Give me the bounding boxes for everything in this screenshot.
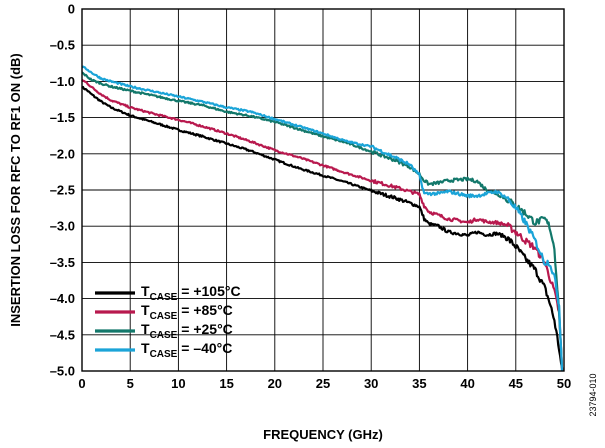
x-tick-label: 20 — [268, 376, 282, 391]
grid — [82, 9, 564, 371]
x-tick-label: 30 — [364, 376, 378, 391]
series-layer — [81, 65, 564, 372]
legend-entry: TCASE = +25°C — [95, 321, 233, 341]
legend-label: TCASE = +85°C — [141, 302, 233, 322]
x-tick-label: 10 — [171, 376, 185, 391]
figure-id: 23794-010 — [588, 373, 598, 416]
legend-entry: TCASE = –40°C — [95, 340, 232, 360]
y-tick-label: –2.5 — [50, 183, 75, 198]
y-tick-label: –1.0 — [50, 74, 75, 89]
x-tick-label: 0 — [78, 376, 85, 391]
x-tick-label: 35 — [412, 376, 426, 391]
y-tick-labels: 0 –0.5 –1.0 –1.5 –2.0 –2.5 –3.0 –3.5 –4.0 –4.5 –5.… — [50, 2, 75, 379]
y-tick-label: –1.5 — [50, 110, 75, 125]
series-line-tcase-plus85-c — [81, 79, 564, 372]
legend-label: TCASE = –40°C — [141, 340, 232, 360]
x-axis-label: FREQUENCY (GHz) — [263, 427, 383, 442]
legend-entry: TCASE = +85°C — [95, 302, 233, 322]
legend-label: TCASE = +105°C — [141, 283, 241, 303]
y-tick-label: –3.0 — [50, 219, 75, 234]
x-tick-label: 45 — [509, 376, 523, 391]
x-tick-label: 15 — [219, 376, 233, 391]
x-tick-label: 40 — [460, 376, 474, 391]
plot-frame — [81, 8, 565, 372]
y-tick-label: –0.5 — [50, 38, 75, 53]
x-tick-label: 5 — [127, 376, 134, 391]
series-line-tcase-plus25-c — [81, 71, 564, 372]
y-tick-label: –4.0 — [50, 291, 75, 306]
x-tick-label: 25 — [316, 376, 330, 391]
y-tick-label: –4.5 — [50, 327, 75, 342]
y-tick-label: –3.5 — [50, 255, 75, 270]
y-tick-label: –2.0 — [50, 146, 75, 161]
y-tick-label: –5.0 — [50, 364, 75, 379]
x-tick-label: 50 — [557, 376, 571, 391]
series-line-tcase-plus105-c — [81, 85, 564, 371]
y-tick-label: 0 — [68, 2, 75, 17]
legend-entry: TCASE = +105°C — [95, 283, 241, 303]
legend-label: TCASE = +25°C — [141, 321, 233, 341]
series-line-tcase-minus40-c — [81, 65, 564, 372]
y-axis-label: INSERTION LOSS FOR RFC TO RF1 ON (dB) — [8, 53, 23, 326]
x-tick-labels: 0 5 10 15 20 25 30 35 40 45 50 — [78, 376, 571, 391]
